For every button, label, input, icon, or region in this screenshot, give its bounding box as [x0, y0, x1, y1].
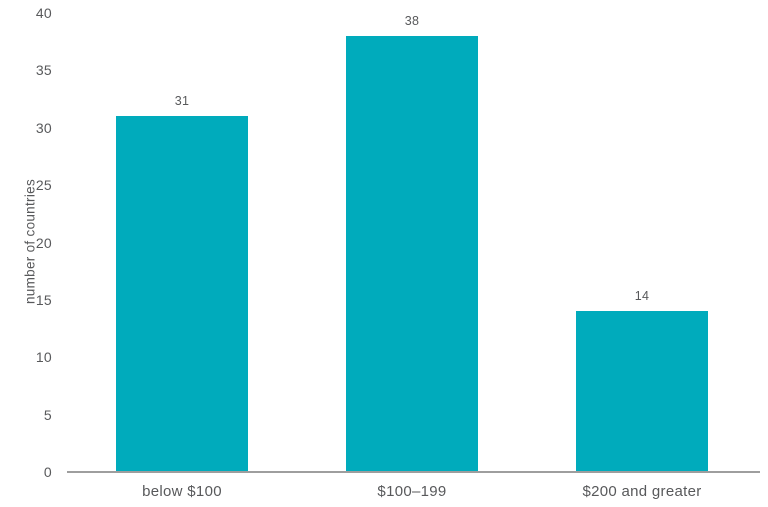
bar-value-label: 38 — [404, 13, 420, 28]
y-tick-label: 5 — [43, 406, 52, 423]
x-axis-line — [67, 471, 760, 473]
y-tick-label: 35 — [35, 62, 52, 79]
y-tick-label: 15 — [35, 291, 52, 308]
y-tick-label: 25 — [35, 177, 52, 194]
x-tick-label: $100–199 — [377, 483, 447, 500]
x-tick-label: $200 and greater — [582, 483, 702, 500]
y-tick-label: 20 — [35, 234, 52, 251]
bar — [576, 311, 708, 472]
bar — [346, 35, 478, 472]
bar-value-label: 31 — [174, 94, 190, 109]
y-tick-label: 40 — [35, 5, 52, 21]
y-tick-label: 0 — [43, 464, 52, 480]
y-tick-label: 30 — [35, 119, 52, 136]
bar — [116, 116, 248, 472]
x-tick-label: below $100 — [142, 483, 222, 500]
y-tick-label: 10 — [35, 349, 52, 366]
bar-value-label: 14 — [634, 289, 650, 304]
